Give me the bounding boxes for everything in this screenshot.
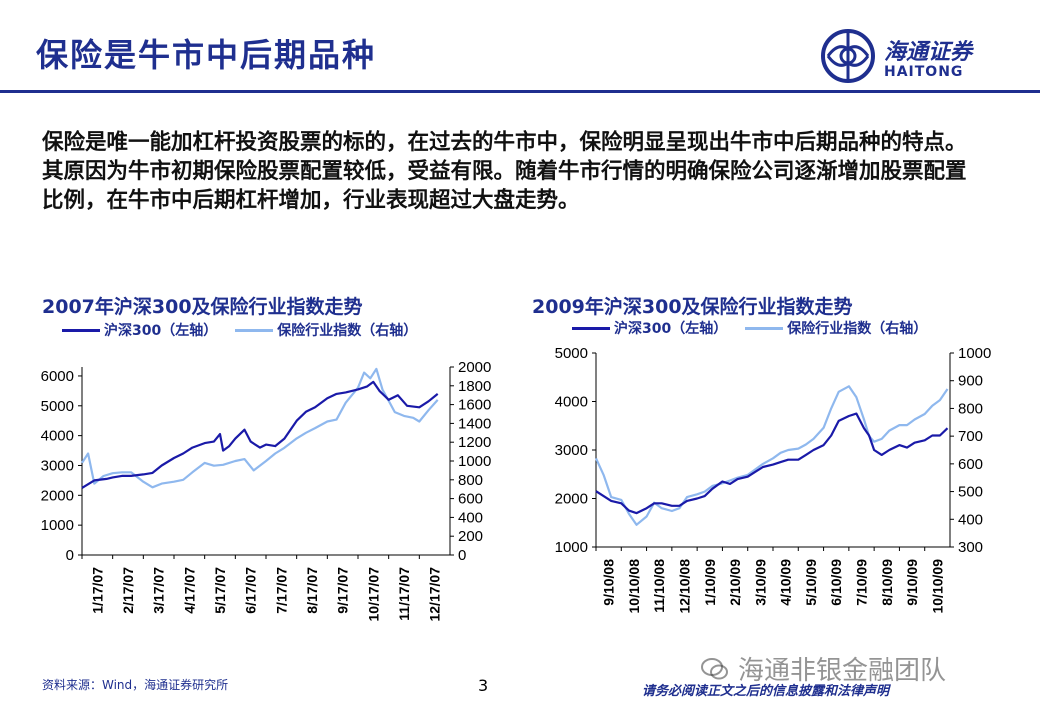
chart-2009: 1000 2000 3000 4000 5000 300 400 500 600 700 800 90… [555,345,992,614]
x-tick-label: 11/10/08 [651,559,667,613]
chart-2009-title: 2009年沪深300及保险行业指数走势 [532,296,853,318]
y-right-tick-label: 800 [458,472,483,489]
x-tick-label: 6/17/07 [243,567,259,614]
y-right-tick-label: 1600 [458,397,491,414]
x-tick-label: 10/17/07 [365,567,381,622]
y-right-tick-label: 1200 [458,434,491,451]
x-tick-label: 7/10/09 [854,559,870,606]
y-right-tick-label: 1800 [458,378,491,395]
y-left-tick-label: 3000 [555,442,588,459]
legend-label-insurance: 保险行业指数（右轴） [787,321,928,337]
y-left-tick-label: 2000 [555,491,588,508]
y-right-tick-label: 1000 [958,345,991,362]
x-tick-label: 10/10/09 [929,559,945,614]
title-divider [0,90,1040,93]
watermark: 海通非银金融团队 [700,650,946,687]
slide-title: 保险是牛市中后期品种 [36,36,377,74]
source-note: 资料来源：Wind，海通证券研究所 [42,678,229,692]
y-left-tick-label: 3000 [41,457,74,474]
haitong-logo: 海通证券 HAITONG [820,28,1020,88]
x-tick-label: 6/10/09 [828,559,844,606]
x-tick-label: 7/17/07 [273,567,289,614]
y-right-tick-label: 500 [958,484,983,501]
y-right-tick-label: 600 [958,456,983,473]
body-paragraph: 保险是唯一能加杠杆投资股票的标的，在过去的牛市中，保险明显呈现出牛市中后期品种的… [42,130,967,213]
x-tick-label: 4/17/07 [181,567,197,614]
legend-swatch-hs300 [62,328,100,332]
wechat-icon [701,657,728,679]
legend-swatch-hs300 [572,326,610,330]
legend-swatch-insurance [235,328,274,332]
x-tick-label: 5/17/07 [212,567,228,614]
x-tick-label: 8/17/07 [304,567,320,614]
haitong-logo-icon [821,29,875,83]
watermark-text: 海通非银金融团队 [738,656,947,686]
y-left-tick-label: 4000 [555,394,588,411]
y-right-tick-label: 400 [958,511,983,528]
y-left-tick-label: 5000 [41,398,74,415]
legend-label-hs300: 沪深300（左轴） [614,321,728,337]
x-tick-label: 5/10/09 [803,559,819,606]
chart-2007-legend: 沪深300（左轴） 保险行业指数（右轴） [62,320,435,340]
y-left-tick-label: 2000 [41,487,74,504]
y-right-tick-label: 300 [958,539,983,556]
series-line-hs300 [595,412,949,515]
legend-label-hs300: 沪深300（左轴） [104,323,218,339]
y-right-tick-label: 200 [458,528,483,545]
x-tick-label: 3/10/09 [752,559,768,606]
y-right-tick-label: 1000 [458,453,491,470]
disclaimer: 请务必阅读正文之后的信息披露和法律声明 [642,684,890,699]
y-right-tick-label: 0 [458,547,466,564]
legend-swatch-insurance [745,326,784,330]
x-tick-label: 10/10/08 [626,559,642,614]
page-number: 3 [478,676,489,695]
x-tick-label: 3/17/07 [151,567,167,614]
logo-text-cn: 海通证券 [884,40,973,65]
y-left-tick-label: 4000 [41,428,74,445]
series-line-insurance [594,385,949,526]
x-tick-label: 1/17/07 [89,567,105,614]
x-tick-label: 9/10/08 [601,559,617,606]
x-tick-label: 11/17/07 [396,567,412,621]
x-tick-label: 1/10/09 [702,559,718,606]
x-tick-label: 12/17/07 [427,567,443,622]
x-tick-label: 12/10/08 [677,559,693,614]
x-tick-label: 2/17/07 [120,567,136,614]
y-left-tick-label: 0 [66,547,74,564]
x-tick-label: 9/10/09 [904,559,920,606]
y-left-tick-label: 1000 [555,539,588,556]
x-tick-label: 9/17/07 [335,567,351,614]
logo-text-en: HAITONG [884,64,964,80]
chart-2007-title: 2007年沪深300及保险行业指数走势 [42,296,363,318]
y-right-tick-label: 2000 [458,359,491,376]
y-right-tick-label: 400 [458,509,483,526]
series-line-hs300 [81,380,439,489]
x-tick-label: 2/10/09 [727,559,743,606]
x-tick-label: 4/10/09 [778,559,794,606]
y-right-tick-label: 700 [958,428,983,445]
y-right-tick-label: 800 [958,400,983,417]
y-left-tick-label: 5000 [555,345,588,362]
y-left-tick-label: 6000 [41,368,74,385]
y-right-tick-label: 600 [458,491,483,508]
y-left-tick-label: 1000 [41,517,74,534]
legend-label-insurance: 保险行业指数（右轴） [277,323,418,339]
series-line-insurance [81,367,439,489]
x-tick-label: 8/10/09 [879,559,895,606]
y-right-tick-label: 1400 [458,415,491,432]
chart-2009-legend: 沪深300（左轴） 保险行业指数（右轴） [572,318,945,338]
y-right-tick-label: 900 [958,373,983,390]
